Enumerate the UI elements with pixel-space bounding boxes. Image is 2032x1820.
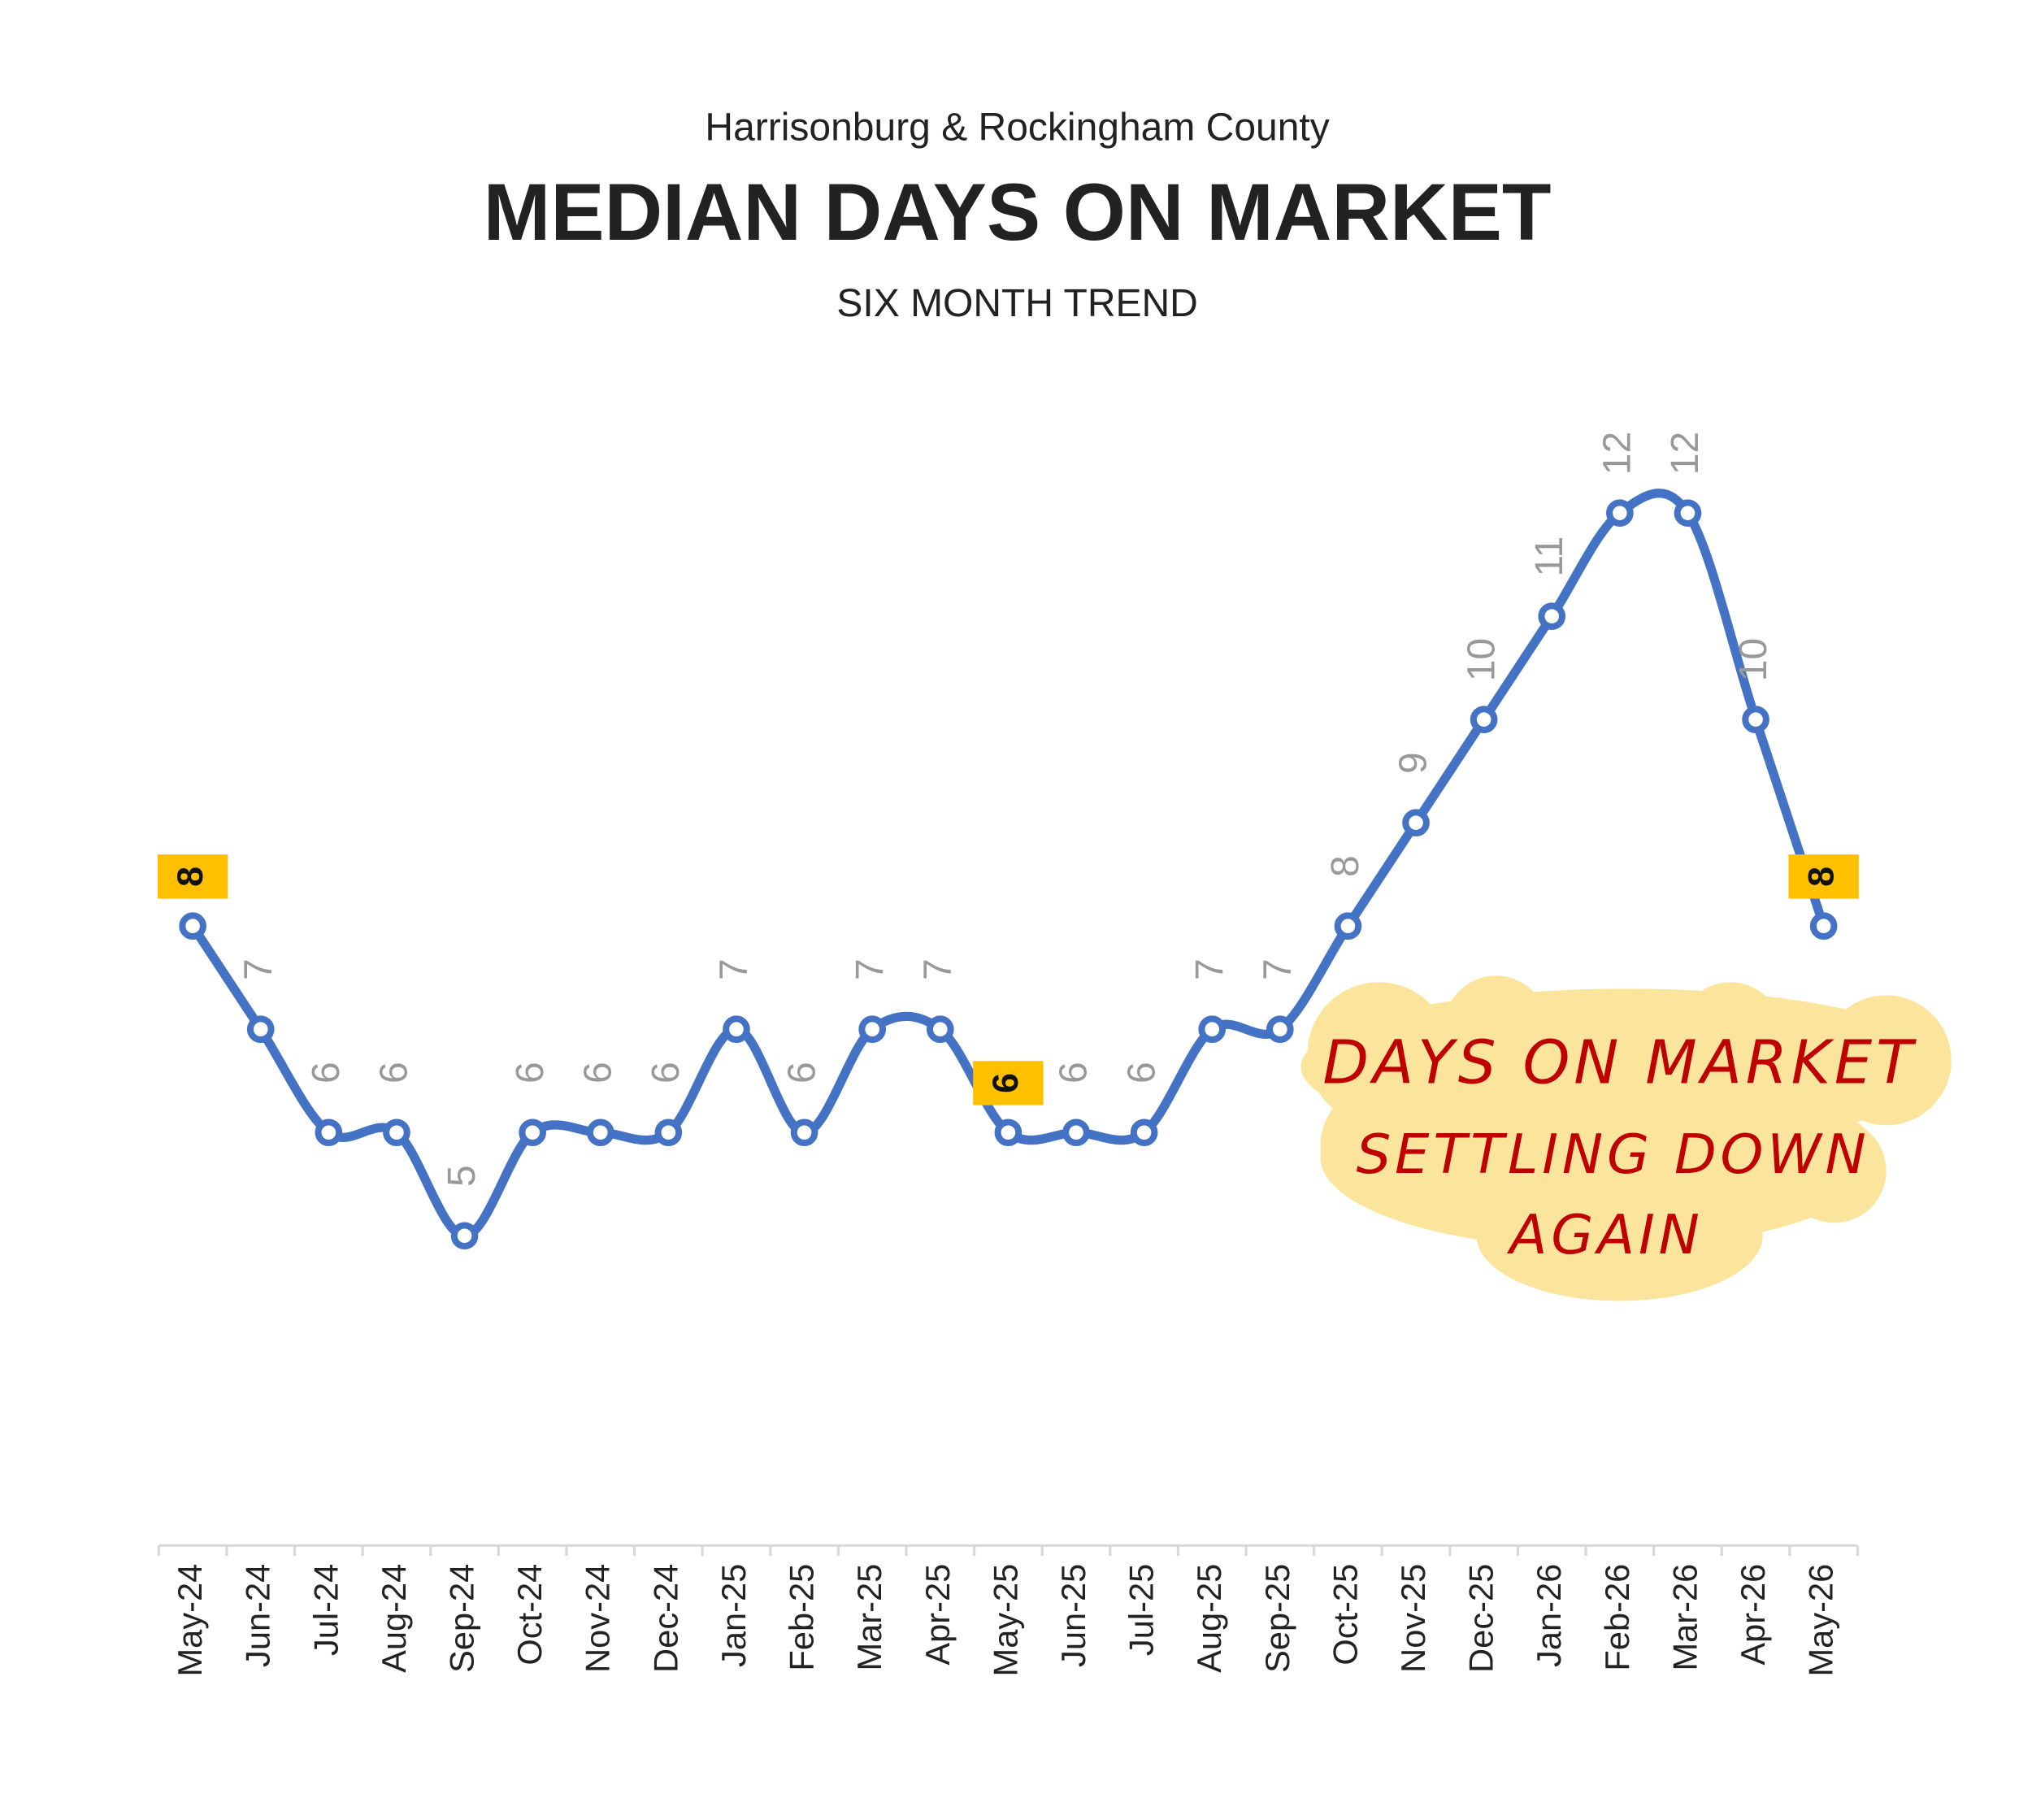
- point: [1266, 1015, 1294, 1044]
- point: [858, 1015, 886, 1044]
- data-label: 7: [916, 958, 959, 980]
- x-tick-label: Aug-24: [375, 1564, 413, 1673]
- point: [315, 1118, 343, 1147]
- data-label: 6: [305, 1062, 348, 1084]
- annotation: SETTLING DOWN: [1357, 1123, 1870, 1186]
- x-tick-label: May-24: [171, 1564, 209, 1677]
- data-label: 6: [373, 1062, 416, 1084]
- point: [1130, 1118, 1158, 1147]
- chart-title: MEDIAN DAYS ON MARKET: [484, 167, 1552, 258]
- data-label: 8: [1324, 855, 1367, 877]
- data-label: 6: [985, 1073, 1026, 1093]
- point: [246, 1015, 275, 1044]
- point: [1742, 706, 1769, 733]
- data-label: 8: [1801, 867, 1842, 887]
- data-label: 7: [237, 958, 280, 980]
- data-label: 6: [509, 1062, 552, 1084]
- data-label: 6: [780, 1062, 823, 1084]
- data-label: 9: [1392, 752, 1435, 774]
- data-label: 8: [170, 867, 211, 887]
- point: [994, 1118, 1023, 1147]
- data-label: 7: [713, 958, 756, 980]
- label-highlight: [973, 1061, 1044, 1105]
- data-label: 12: [1596, 432, 1639, 475]
- point: [586, 1118, 614, 1147]
- point: [1062, 1118, 1090, 1147]
- point: [790, 1118, 818, 1147]
- point: [1334, 912, 1362, 940]
- x-tick-label: Nov-24: [579, 1564, 617, 1673]
- x-tick-label: Dec-25: [1462, 1564, 1500, 1673]
- point: [450, 1222, 479, 1250]
- x-tick-label: May-26: [1802, 1564, 1840, 1677]
- label-highlight: [1788, 854, 1859, 899]
- x-tick-label: Oct-25: [1326, 1564, 1364, 1666]
- data-label: 6: [1053, 1062, 1096, 1084]
- point: [723, 1015, 750, 1044]
- point: [179, 912, 206, 940]
- point: [1538, 602, 1566, 630]
- x-tick-label: Feb-26: [1598, 1564, 1636, 1671]
- x-tick-label: Sep-25: [1258, 1564, 1296, 1673]
- data-label: 6: [576, 1062, 619, 1084]
- x-tick-label: May-25: [986, 1564, 1024, 1677]
- label-highlight: [157, 854, 228, 899]
- point: [926, 1015, 954, 1044]
- point: [383, 1118, 410, 1147]
- annotation: AGAIN: [1507, 1203, 1704, 1266]
- point: [1198, 1015, 1227, 1044]
- x-tick-label: Jan-26: [1530, 1564, 1568, 1667]
- point: [1470, 706, 1498, 733]
- data-label: 5: [441, 1165, 484, 1187]
- x-tick-label: Jul-25: [1122, 1564, 1161, 1656]
- x-tick-label: Jun-25: [1054, 1564, 1092, 1667]
- x-tick-label: Feb-25: [783, 1564, 821, 1671]
- point: [519, 1118, 546, 1147]
- data-label: 10: [1732, 638, 1775, 681]
- annotation: DAYS ON MARKET: [1322, 1028, 1917, 1097]
- data-label: 10: [1460, 638, 1503, 681]
- x-tick-label: Nov-25: [1394, 1564, 1432, 1673]
- data-label: 6: [1120, 1062, 1163, 1084]
- data-label: 6: [645, 1062, 688, 1084]
- x-tick-label: Apr-25: [918, 1564, 957, 1666]
- x-tick-label: Oct-24: [510, 1564, 549, 1666]
- data-label: 12: [1664, 432, 1707, 475]
- x-tick-label: Jan-25: [714, 1564, 753, 1667]
- x-tick-label: Sep-24: [443, 1564, 481, 1673]
- x-tick-label: Aug-25: [1190, 1564, 1228, 1673]
- x-tick-label: Apr-26: [1734, 1564, 1772, 1666]
- point: [1402, 809, 1430, 837]
- point: [654, 1118, 683, 1147]
- x-tick-label: Mar-25: [850, 1564, 888, 1671]
- data-label: 7: [1188, 958, 1231, 980]
- x-tick-label: Jul-24: [306, 1564, 345, 1656]
- x-tick-label: Mar-26: [1665, 1564, 1704, 1671]
- chart-supertitle: Harrisonburg & Rockingham County: [705, 106, 1329, 150]
- x-tick-label: Jun-24: [239, 1564, 277, 1667]
- annotation-cloud: [1300, 975, 1952, 1301]
- point: [1674, 499, 1702, 527]
- point: [1809, 912, 1838, 940]
- point: [1606, 499, 1634, 527]
- data-label: 11: [1528, 536, 1571, 577]
- data-label: 7: [849, 958, 892, 980]
- chart-subtitle: SIX MONTH TREND: [836, 282, 1197, 325]
- data-label: 7: [1257, 958, 1300, 980]
- x-tick-label: Dec-24: [646, 1564, 684, 1673]
